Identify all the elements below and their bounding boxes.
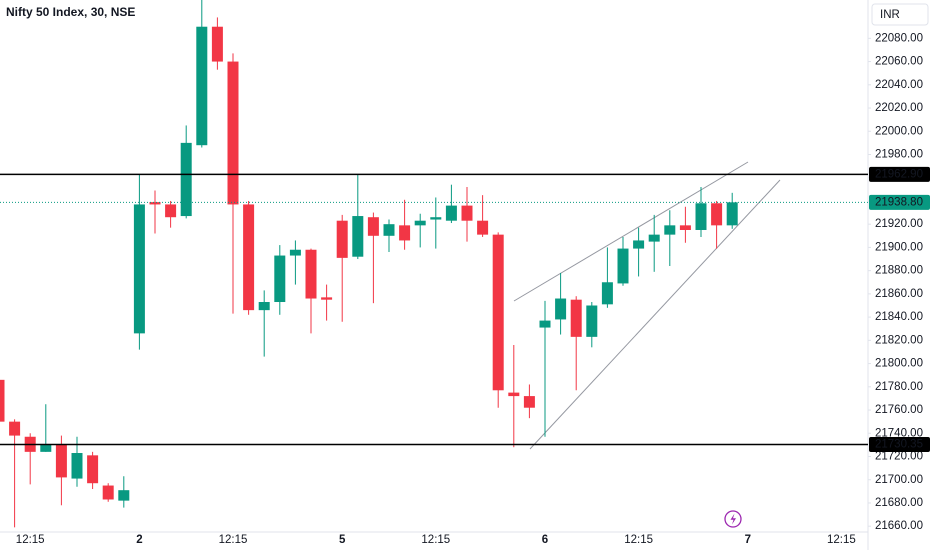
candle-body xyxy=(648,234,660,242)
y-tick-label: 21680.00 xyxy=(875,497,923,509)
x-tick-label: 12:15 xyxy=(219,534,248,546)
candle-body xyxy=(133,204,145,334)
level-label: 21730.35 xyxy=(875,439,923,451)
candle-body xyxy=(383,224,395,236)
candle-body xyxy=(601,282,613,305)
event-icon-bolt xyxy=(730,513,736,525)
x-tick-label: 2 xyxy=(136,534,142,546)
candle-body xyxy=(492,234,504,391)
last-price-label: 21938.80 xyxy=(875,196,923,208)
candle-body xyxy=(71,453,83,479)
y-tick-label: 21720.00 xyxy=(875,451,923,463)
x-tick-label: 12:15 xyxy=(827,534,856,546)
candle-body xyxy=(367,217,379,236)
candle-body xyxy=(430,217,442,220)
candle-body xyxy=(711,203,723,226)
y-tick-label: 21820.00 xyxy=(875,334,923,346)
level-label-box xyxy=(869,166,930,182)
candle-body xyxy=(211,26,223,62)
candle-body xyxy=(102,485,114,500)
y-tick-label: 21740.00 xyxy=(875,427,923,439)
trend-line xyxy=(513,161,749,302)
chart-title: Nifty 50 Index, 30, NSE xyxy=(6,5,135,19)
trend-line xyxy=(529,179,781,450)
candle-body xyxy=(461,205,473,221)
candle-body xyxy=(274,255,286,303)
candle-body xyxy=(55,444,67,478)
candle-body xyxy=(555,298,567,320)
candle-body xyxy=(180,142,192,217)
candle-body xyxy=(227,61,239,205)
x-tick-label: 12:15 xyxy=(421,534,450,546)
y-tick-label: 22000.00 xyxy=(875,125,923,137)
x-tick-label: 6 xyxy=(542,534,548,546)
candle-body xyxy=(243,204,255,311)
y-tick-label: 21880.00 xyxy=(875,265,923,277)
candle-body xyxy=(118,490,130,501)
x-tick-label: 12:15 xyxy=(16,534,45,546)
x-tick-label: 7 xyxy=(745,534,751,546)
candle-body xyxy=(586,305,598,337)
x-tick-label: 12:15 xyxy=(624,534,653,546)
candle-body xyxy=(305,249,317,299)
y-tick-label: 21800.00 xyxy=(875,358,923,370)
y-tick-label: 22020.00 xyxy=(875,102,923,114)
currency[interactable]: INR xyxy=(880,9,900,21)
y-tick-label: 22060.00 xyxy=(875,56,923,68)
candle-body xyxy=(523,396,535,408)
y-tick-label: 22080.00 xyxy=(875,32,923,44)
candle-body xyxy=(570,299,582,337)
y-tick-label: 21920.00 xyxy=(875,218,923,230)
candle-body xyxy=(87,455,99,484)
candle-body xyxy=(695,203,707,230)
candles xyxy=(0,0,738,528)
candle-body xyxy=(664,225,676,235)
y-tick-label: 21700.00 xyxy=(875,474,923,486)
candle-body xyxy=(165,204,177,218)
candle-body xyxy=(399,225,411,241)
currency-box[interactable] xyxy=(871,3,929,26)
x-tick-label: 5 xyxy=(339,534,346,546)
y-tick-label: 22040.00 xyxy=(875,79,923,91)
candle-body xyxy=(196,26,208,146)
candle-body xyxy=(539,320,551,328)
candle-body xyxy=(336,220,348,258)
candle-body xyxy=(321,297,333,300)
candle-body xyxy=(149,202,161,205)
candle-body xyxy=(414,220,426,226)
candle-body xyxy=(445,205,457,221)
level-label: 21962.90 xyxy=(875,168,923,180)
level-label-box xyxy=(869,436,930,452)
candle-body xyxy=(352,216,364,257)
candle-body xyxy=(617,248,629,284)
y-tick-label: 21980.00 xyxy=(875,149,923,161)
y-tick-label: 21840.00 xyxy=(875,311,923,323)
candle-body xyxy=(40,444,52,452)
y-tick-label: 21780.00 xyxy=(875,381,923,393)
candle-body xyxy=(679,225,691,230)
candle-body xyxy=(477,220,489,235)
candle-body xyxy=(508,392,520,397)
candle-body xyxy=(9,421,21,436)
y-tick-label: 21860.00 xyxy=(875,288,923,300)
y-tick-label: 21660.00 xyxy=(875,520,923,532)
last-price-box xyxy=(869,194,930,210)
y-tick-label: 21900.00 xyxy=(875,241,923,253)
candle-body xyxy=(289,249,301,256)
candle-body xyxy=(726,202,738,226)
candle-body xyxy=(633,240,645,249)
y-tick-label: 21760.00 xyxy=(875,404,923,416)
candle-body xyxy=(0,379,5,422)
candle-body xyxy=(258,302,270,311)
